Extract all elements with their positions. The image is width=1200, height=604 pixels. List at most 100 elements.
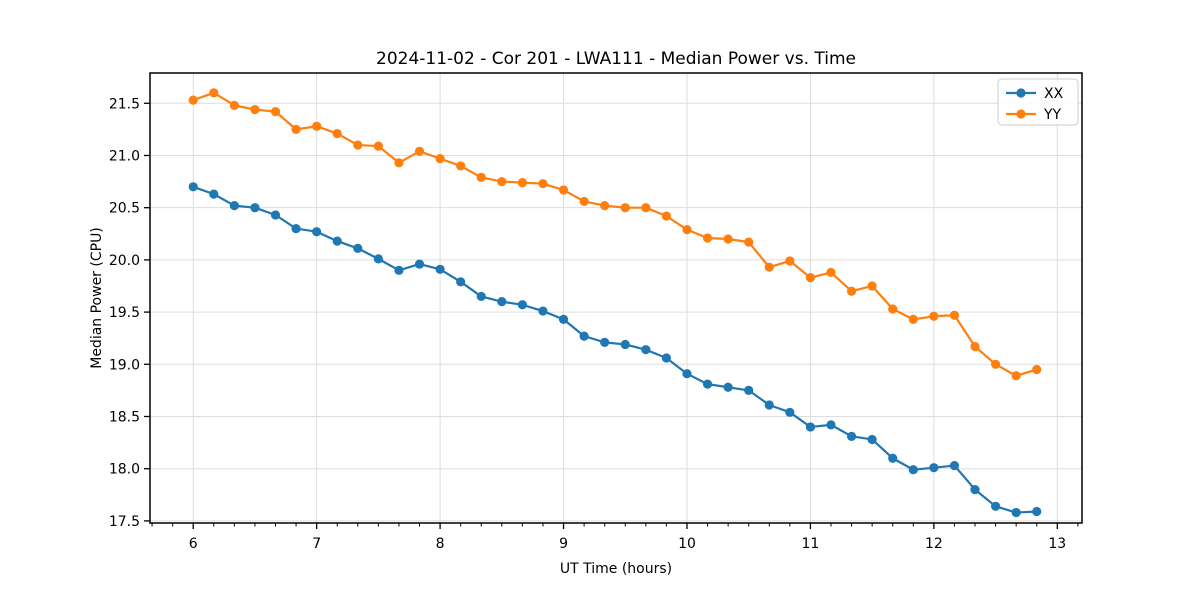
x-tick-label: 9	[559, 536, 568, 552]
legend-box	[997, 78, 1079, 126]
data-point-YY	[497, 176, 507, 187]
data-point-XX	[949, 460, 960, 471]
data-point-XX	[579, 331, 589, 341]
data-point-YY	[990, 359, 1001, 369]
plot-frame	[149, 72, 1083, 524]
data-point-XX	[682, 369, 692, 379]
data-point-YY	[949, 310, 960, 320]
data-point-YY	[229, 100, 239, 110]
data-point-XX	[312, 227, 322, 237]
data-point-YY	[888, 304, 898, 314]
data-point-YY	[312, 121, 322, 131]
data-point-XX	[291, 223, 301, 234]
data-point-XX	[929, 463, 939, 473]
legend-entry-label: XX	[1044, 86, 1064, 102]
data-point-XX	[723, 382, 733, 392]
x-tick-label: 7	[312, 536, 321, 552]
x-tick-label: 12	[925, 536, 943, 552]
data-point-XX	[702, 379, 713, 389]
data-point-YY	[414, 146, 425, 156]
data-point-YY	[188, 95, 198, 105]
data-point-YY	[291, 124, 301, 134]
data-point-XX	[620, 339, 630, 350]
data-point-XX	[270, 210, 281, 220]
data-point-YY	[1032, 364, 1042, 375]
data-point-YY	[579, 196, 589, 207]
grid-layer	[150, 73, 1082, 523]
data-point-YY	[908, 314, 918, 325]
series-line-XX	[192, 185, 1037, 514]
y-tick-label: 21.0	[109, 148, 140, 164]
chart-title: 2024-11-02 - Cor 201 - LWA111 - Median P…	[376, 49, 856, 69]
data-point-XX	[414, 259, 425, 269]
x-tick-label: 13	[1048, 536, 1066, 552]
data-point-YY	[250, 104, 260, 115]
data-point-YY	[929, 311, 939, 321]
y-tick-label: 19.0	[109, 357, 140, 373]
data-point-XX	[744, 385, 754, 396]
data-point-XX	[353, 243, 363, 254]
data-point-YY	[353, 140, 363, 150]
data-point-YY	[661, 211, 672, 221]
data-point-YY	[517, 178, 527, 188]
data-point-XX	[970, 484, 980, 495]
data-point-XX	[456, 277, 466, 287]
data-point-XX	[826, 420, 836, 430]
data-point-XX	[1032, 506, 1042, 517]
data-point-XX	[476, 291, 486, 302]
x-tick-label: 6	[189, 536, 198, 552]
y-tick-label: 21.5	[109, 96, 140, 112]
data-point-XX	[373, 254, 383, 264]
data-point-XX	[517, 300, 527, 310]
data-point-XX	[558, 314, 569, 325]
data-point-YY	[538, 179, 548, 189]
data-point-YY	[620, 203, 630, 213]
axis-layer: 6 7 8 9 10 11 12 13 17.5 18.0 18.5 19.0 19.5 20.0 20.5…	[109, 72, 1083, 552]
data-point-XX	[867, 434, 877, 445]
y-tick-label: 17.5	[109, 514, 140, 530]
data-point-YY	[805, 273, 816, 283]
data-point-YY	[476, 172, 486, 183]
data-point-YY	[867, 281, 877, 291]
data-point-YY	[1011, 371, 1021, 381]
legend-marker	[1016, 88, 1026, 98]
data-point-YY	[702, 233, 713, 243]
y-tick-label: 20.5	[109, 201, 140, 217]
data-point-YY	[394, 158, 404, 168]
data-point-YY	[744, 237, 754, 247]
y-tick-label: 20.0	[109, 253, 140, 269]
data-point-XX	[394, 265, 404, 275]
legend-marker	[1016, 109, 1026, 119]
series-layer	[188, 88, 1042, 518]
data-point-XX	[229, 200, 239, 211]
legend: XX YY	[997, 78, 1079, 126]
y-axis-label: Median Power (CPU)	[89, 227, 105, 369]
y-tick-label: 19.5	[109, 305, 140, 321]
data-point-YY	[373, 141, 383, 151]
x-axis-label: UT Time (hours)	[560, 561, 672, 577]
data-point-YY	[600, 200, 610, 211]
data-point-XX	[435, 264, 445, 274]
data-point-XX	[661, 353, 672, 363]
data-point-YY	[270, 107, 281, 117]
data-point-XX	[888, 453, 898, 463]
data-point-YY	[332, 128, 342, 139]
data-point-XX	[600, 337, 610, 347]
y-tick-label: 18.5	[109, 410, 140, 426]
data-point-YY	[641, 203, 651, 213]
data-point-YY	[456, 161, 466, 171]
data-point-YY	[826, 267, 836, 278]
data-point-XX	[764, 400, 774, 410]
data-point-YY	[846, 286, 857, 296]
data-point-XX	[785, 407, 795, 417]
data-point-YY	[764, 262, 774, 272]
x-tick-label: 11	[802, 536, 820, 552]
data-point-XX	[332, 236, 342, 246]
y-tick-label: 18.0	[109, 462, 140, 478]
data-point-XX	[846, 431, 857, 441]
x-tick-label: 8	[436, 536, 445, 552]
x-tick-label: 10	[678, 536, 696, 552]
data-point-XX	[990, 501, 1001, 511]
